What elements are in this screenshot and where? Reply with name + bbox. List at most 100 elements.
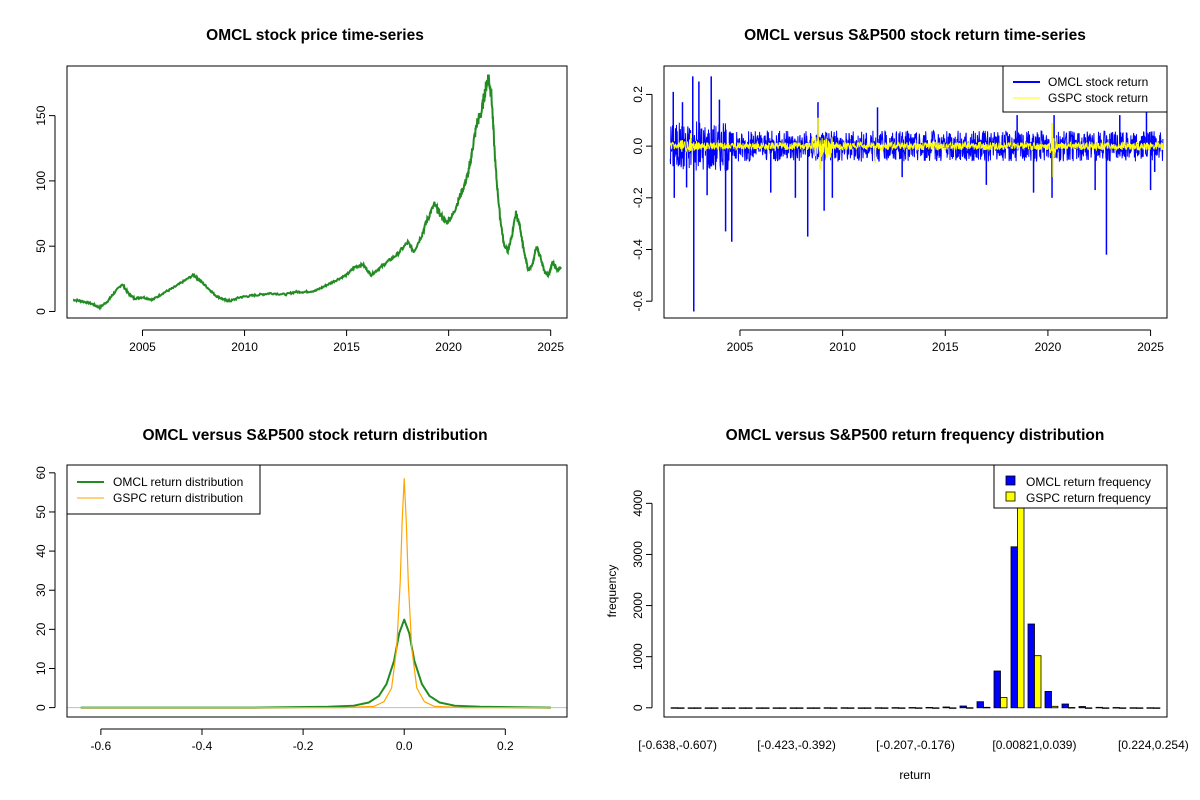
gspc-freq-bar [796,707,804,709]
omcl-freq-bar [1044,691,1052,709]
hist-x-tick-label: [-0.423,-0.392) [757,738,836,752]
price-chart-title: OMCL stock price time-series [206,27,424,44]
omcl-freq-bar [1146,707,1154,709]
gspc-return-line [669,135,1164,158]
price-x-tick-label: 2005 [129,340,156,354]
gspc-freq-bar [762,707,770,709]
return-y-tick-label: -0.4 [631,239,645,260]
hist-y-axis-title: frequency [605,565,619,618]
omcl-freq-bar [976,701,984,709]
omcl-freq-bar [1078,706,1086,709]
hist-bars-group [670,469,1161,709]
omcl-freq-bar [993,670,1001,709]
legend-gspc-return-label: GSPC stock return [1048,91,1148,105]
omcl-freq-bar [942,706,950,709]
hist-y-tick-label: 0 [631,704,645,711]
hist-y-tick-label: 2000 [631,592,645,619]
omcl-freq-bar [959,705,967,709]
omcl-freq-bar [704,707,712,709]
omcl-freq-bar [1112,707,1120,709]
return-time-series-chart: OMCL versus S&P500 stock return time-ser… [631,27,1168,354]
omcl-freq-bar [789,707,797,709]
density-x-tick-label: 0.0 [396,739,413,753]
return-y-tick-label: 0.2 [631,86,645,103]
legend-omcl-density-label: OMCL return distribution [113,475,243,489]
price-time-series-chart: OMCL stock price time-series 2005 2010 201… [34,27,568,354]
legend-gspc-freq-label: GSPC return frequency [1026,491,1151,505]
gspc-freq-bar [847,707,855,709]
hist-y-tick-label: 4000 [631,490,645,517]
gspc-freq-bar [1034,655,1042,709]
hist-x-tick-label: [0.224,0.254) [1118,738,1189,752]
legend-omcl-return-label: OMCL stock return [1048,75,1148,89]
density-y-tick-label: 0 [34,704,48,711]
price-x-tick-label: 2010 [231,340,258,354]
omcl-freq-bar [1061,703,1069,709]
hist-legend-box [993,464,1168,509]
hist-y-tick-label: 1000 [631,643,645,670]
gspc-freq-bar [983,706,991,709]
gspc-freq-bar [932,707,940,709]
legend-gspc-freq-swatch [1005,491,1016,502]
hist-x-tick-label: [-0.207,-0.176) [876,738,955,752]
density-chart-title: OMCL versus S&P500 stock return distribu… [142,427,487,444]
density-y-tick-label: 30 [34,583,48,597]
legend-gspc-density-label: GSPC return distribution [113,491,243,505]
density-y-tick-label: 10 [34,661,48,675]
omcl-freq-bar [1129,707,1137,709]
return-chart-title: OMCL versus S&P500 stock return time-ser… [744,27,1086,44]
density-x-tick-label: -0.6 [91,739,112,753]
omcl-freq-bar [772,707,780,709]
hist-chart-title: OMCL versus S&P500 return frequency dist… [726,427,1105,444]
gspc-freq-bar [898,707,906,709]
omcl-freq-bar [891,707,899,709]
gspc-freq-bar [1051,705,1059,709]
return-plot-frame [663,65,1168,319]
density-legend-box [66,464,261,515]
return-x-tick-label: 2020 [1035,340,1062,354]
gspc-freq-bar [813,707,821,709]
return-y-tick-label: -0.2 [631,187,645,208]
gspc-freq-bar [1000,697,1008,709]
return-x-tick-label: 2010 [829,340,856,354]
gspc-freq-bar [949,707,957,709]
density-legend: OMCL return distribution GSPC return dis… [66,464,261,515]
price-y-tick-label: 0 [34,308,48,315]
gspc-freq-bar [694,707,702,709]
omcl-freq-bar [857,707,865,709]
omcl-density-line [80,618,551,709]
gspc-freq-bar [1119,707,1127,709]
gspc-freq-bar [915,707,923,709]
density-lines-group [67,478,567,709]
return-x-tick-label: 2005 [727,340,754,354]
return-frequency-histogram: OMCL versus S&P500 return frequency dist… [605,427,1189,782]
omcl-freq-bar [1010,546,1018,709]
omcl-freq-bar [1027,623,1035,709]
price-plot-frame [66,65,568,319]
return-y-tick-label: -0.6 [631,291,645,312]
density-plot-frame [66,464,568,718]
omcl-freq-bar [908,707,916,709]
return-x-tick-label: 2015 [932,340,959,354]
gspc-freq-bar [677,707,685,709]
return-legend-box [1002,65,1168,113]
gspc-freq-bar [779,707,787,709]
omcl-freq-bar [721,707,729,709]
gspc-freq-bar [1068,707,1076,709]
density-x-tick-label: 0.2 [497,739,514,753]
price-y-tick-label: 150 [34,105,48,125]
omcl-freq-bar [670,707,678,709]
density-x-tick-label: -0.2 [293,739,314,753]
gspc-freq-bar [881,707,889,709]
gspc-freq-bar [1153,707,1161,709]
omcl-freq-bar [874,707,882,709]
hist-legend: OMCL return frequency GSPC return freque… [993,464,1168,509]
hist-x-axis-title: return [899,768,930,782]
price-x-tick-label: 2020 [435,340,462,354]
density-y-tick-label: 20 [34,622,48,636]
hist-x-tick-label: [0.00821,0.039) [992,738,1076,752]
omcl-freq-bar [1095,706,1103,709]
gspc-freq-bar [728,707,736,709]
density-y-tick-label: 50 [34,505,48,519]
